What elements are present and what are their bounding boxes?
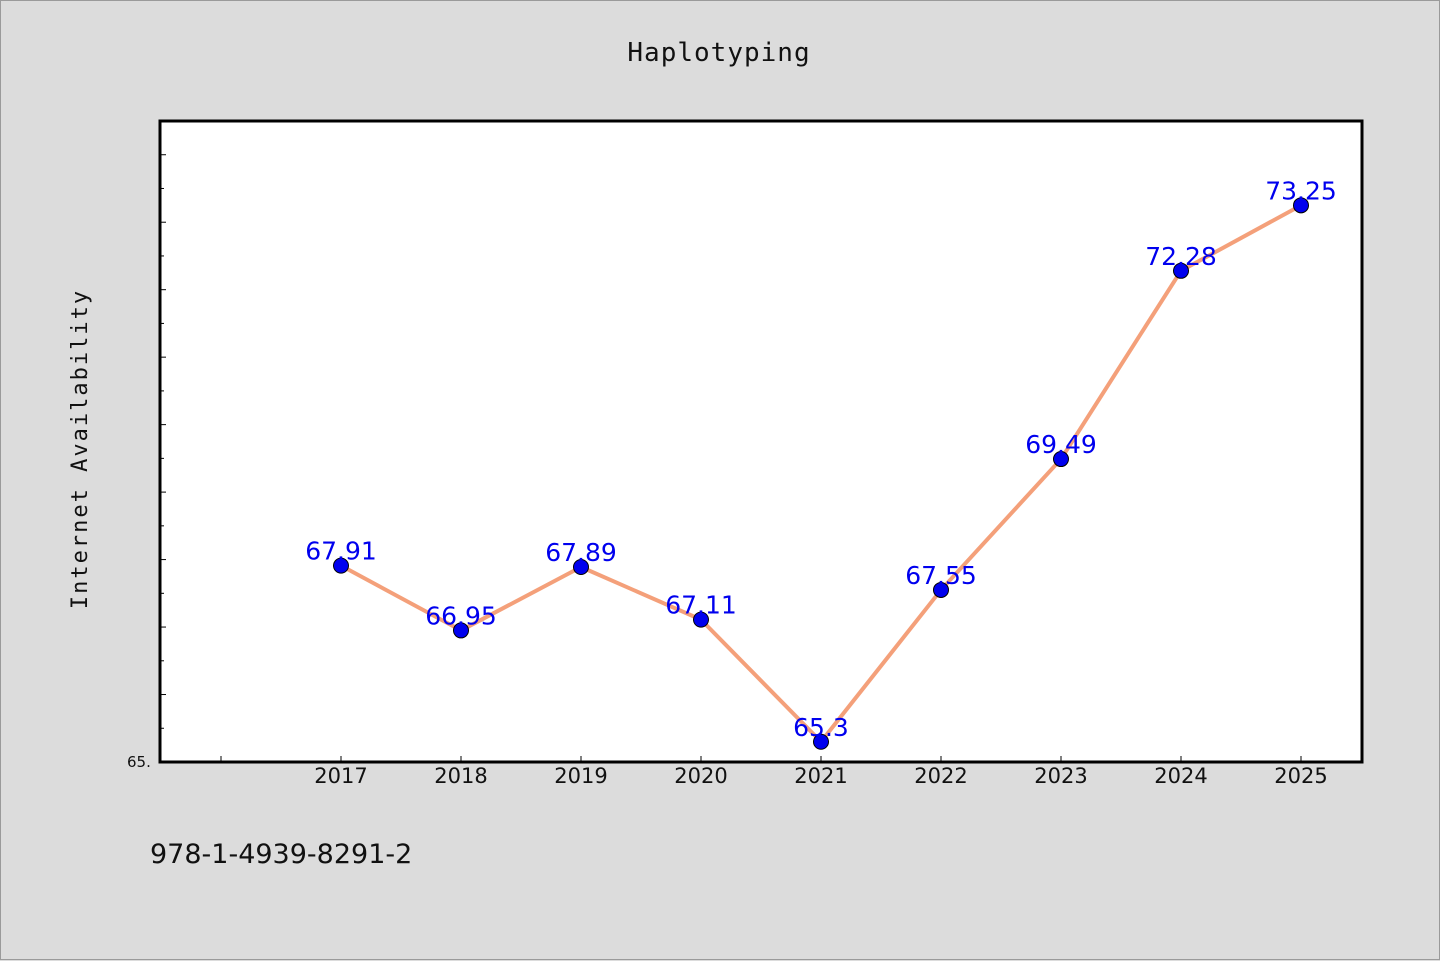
- data-label: 67.91: [305, 537, 377, 566]
- data-labels: 67.91 66.95 67.89 67.11 65.3 67.55 69.49 72.28 7…: [305, 176, 1337, 741]
- x-tick-label: 2020: [674, 764, 727, 788]
- data-label: 67.89: [545, 538, 617, 567]
- y-axis-ticks: [160, 120, 166, 763]
- x-tick-label: 2025: [1274, 764, 1327, 788]
- data-point: [1173, 262, 1189, 279]
- isbn-text: 978-1-4939-8291-2: [150, 839, 412, 870]
- x-tick-label: 2018: [434, 764, 487, 788]
- data-label: 67.11: [665, 591, 737, 620]
- x-tick-label: 2022: [914, 764, 967, 788]
- data-label: 65.3: [793, 713, 849, 742]
- data-point: [1293, 197, 1309, 214]
- x-tick-label: 2017: [314, 764, 367, 788]
- data-point: [693, 611, 709, 628]
- data-label: 66.95: [425, 601, 497, 630]
- plot-area: [158, 119, 1364, 764]
- data-label: 67.55: [905, 561, 977, 590]
- x-tick-label: 2021: [794, 764, 847, 788]
- data-label: 72.28: [1145, 242, 1217, 271]
- data-point: [933, 581, 949, 598]
- y-axis-label: Internet Availability: [68, 289, 93, 609]
- x-tick-label: 2019: [554, 764, 607, 788]
- y-tick-label: 65.: [127, 753, 151, 771]
- data-point: [573, 559, 589, 576]
- data-point: [813, 733, 829, 750]
- data-point: [1053, 451, 1069, 468]
- x-tick-label: 2023: [1034, 764, 1087, 788]
- x-tick-label: 2024: [1154, 764, 1207, 788]
- x-axis-ticks: 2017 2018 2019 2020 2021 2022 2023 2024 2025: [220, 756, 1328, 788]
- data-markers: [333, 197, 1309, 750]
- chart-title: Haplotyping: [627, 38, 810, 68]
- data-point: [333, 557, 349, 574]
- data-point: [453, 622, 469, 639]
- data-label: 73.25: [1265, 176, 1337, 205]
- data-label: 69.49: [1025, 430, 1097, 459]
